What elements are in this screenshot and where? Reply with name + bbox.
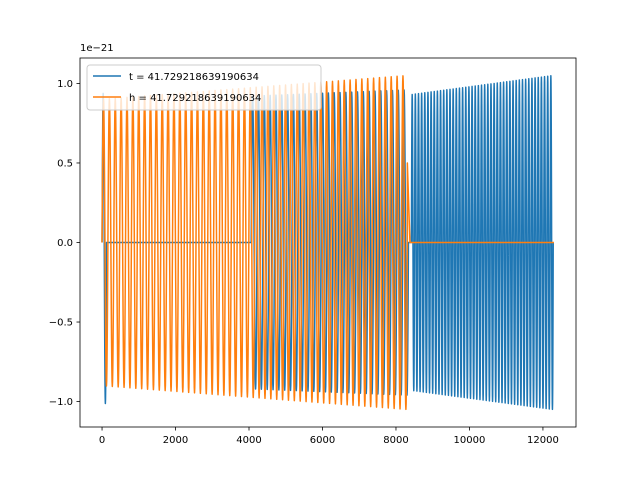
legend-label-t: t = 41.729218639190634 [129, 72, 259, 83]
x-axis: 0 2000 4000 6000 8000 10000 12000 [99, 427, 559, 446]
x-tick-label: 10000 [454, 435, 486, 446]
legend: t = 41.729218639190634 h = 41.7292186391… [86, 64, 322, 111]
legend-box [86, 64, 322, 111]
x-tick-label: 6000 [310, 435, 335, 446]
series-line-h [101, 75, 554, 411]
x-tick-label: 4000 [236, 435, 261, 446]
y-tick-label: −0.5 [49, 318, 73, 329]
legend-label-h: h = 41.729218639190634 [129, 93, 261, 104]
x-tick-label: 0 [99, 435, 105, 446]
y-axis: −1.0 −0.5 0.0 0.5 1.0 [49, 79, 80, 408]
y-tick-label: −1.0 [49, 397, 73, 408]
x-tick-label: 8000 [383, 435, 408, 446]
y-offset-label: 1e−21 [80, 43, 114, 54]
y-tick-label: 0.0 [57, 238, 73, 249]
series-layer [101, 75, 554, 411]
x-tick-label: 12000 [527, 435, 559, 446]
x-tick-label: 2000 [163, 435, 188, 446]
y-tick-label: 1.0 [57, 79, 73, 90]
y-tick-label: 0.5 [57, 158, 73, 169]
